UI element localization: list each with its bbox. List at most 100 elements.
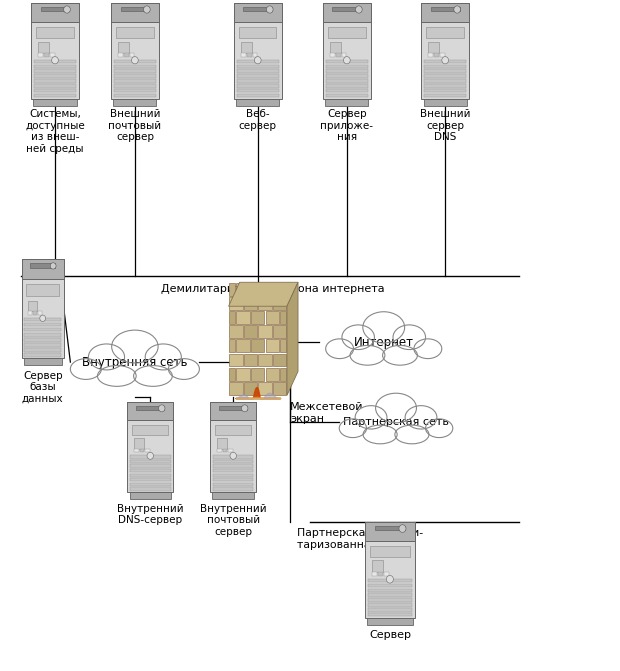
Ellipse shape [393,325,425,350]
Bar [326,94,368,97]
Bar [114,64,156,68]
Circle shape [131,56,138,64]
Bar [118,42,129,53]
Bar [323,3,371,22]
Bar [239,28,277,38]
Bar [244,325,257,338]
Bar [378,572,383,576]
Bar [236,99,280,106]
Bar [326,74,368,78]
Circle shape [399,525,406,532]
Bar [428,42,439,53]
Text: Интернет: Интернет [354,336,414,349]
Bar [145,450,150,452]
Bar [431,7,459,11]
Bar [130,487,170,491]
Bar [326,70,368,73]
Text: Веб-
сервер: Веб- сервер [239,109,277,131]
Bar [326,79,368,83]
Bar [280,340,286,352]
Ellipse shape [169,359,200,379]
Bar [114,60,156,63]
Bar [423,99,467,106]
Bar [24,333,61,336]
Bar [421,3,469,22]
Bar [111,3,159,99]
Ellipse shape [350,346,385,365]
Bar [132,425,168,435]
Bar [34,70,76,73]
Bar [114,84,156,88]
Bar [34,74,76,78]
Bar [424,84,466,88]
Bar [370,546,410,558]
Ellipse shape [97,366,136,386]
Ellipse shape [363,425,397,444]
Text: Внутренний
DNS-сервер: Внутренний DNS-сервер [117,504,184,525]
Bar [251,368,265,380]
Text: Партнерская демили-
таризованная зона: Партнерская демили- таризованная зона [298,529,423,550]
Bar [368,588,412,592]
Ellipse shape [414,339,442,358]
Circle shape [40,315,46,321]
Ellipse shape [376,393,417,423]
Circle shape [230,452,236,459]
Bar [130,482,170,486]
Bar [34,79,76,83]
Circle shape [386,576,394,583]
Circle shape [254,56,261,64]
Bar [24,348,61,352]
Ellipse shape [342,325,374,350]
Text: Сервер
базы
данных: Сервер базы данных [22,371,63,404]
Bar [236,340,250,352]
Text: Межсетевой
экран: Межсетевой экран [290,402,363,423]
Bar [134,438,144,449]
Bar [368,608,412,611]
Bar [236,368,250,380]
Bar [434,53,439,56]
Bar [136,406,164,410]
Bar [130,474,170,477]
Bar [384,572,389,576]
Bar [273,297,286,310]
Bar [424,64,466,68]
Bar [368,599,412,602]
Bar [28,311,32,315]
Bar [368,579,412,582]
Bar [280,368,286,380]
Bar [244,7,272,11]
Bar [210,402,256,492]
Bar [213,456,254,459]
Text: Партнерская сеть: Партнерская сеть [343,417,449,427]
Bar [273,382,286,395]
Bar [24,353,61,356]
Bar [424,74,466,78]
Bar [328,28,366,38]
Bar [118,53,123,56]
Bar [130,478,170,481]
Circle shape [50,263,56,269]
Ellipse shape [395,425,429,444]
Bar [34,60,76,63]
Ellipse shape [339,419,366,437]
Bar [424,89,466,93]
Bar [215,425,251,435]
Bar [24,318,61,321]
Bar [368,613,412,617]
Text: Внутренний
почтовый
сервер: Внутренний почтовый сервер [200,504,267,537]
Bar [114,79,156,83]
Bar [236,311,250,324]
Bar [280,283,286,296]
Ellipse shape [89,344,125,370]
Bar [37,28,74,38]
Bar [237,70,279,73]
Bar [424,60,466,63]
Bar [140,450,144,452]
Bar [22,259,64,278]
Bar [365,522,415,618]
Bar [229,297,242,310]
Circle shape [355,6,362,13]
Polygon shape [287,282,298,395]
Bar [251,283,265,296]
Ellipse shape [112,330,158,363]
